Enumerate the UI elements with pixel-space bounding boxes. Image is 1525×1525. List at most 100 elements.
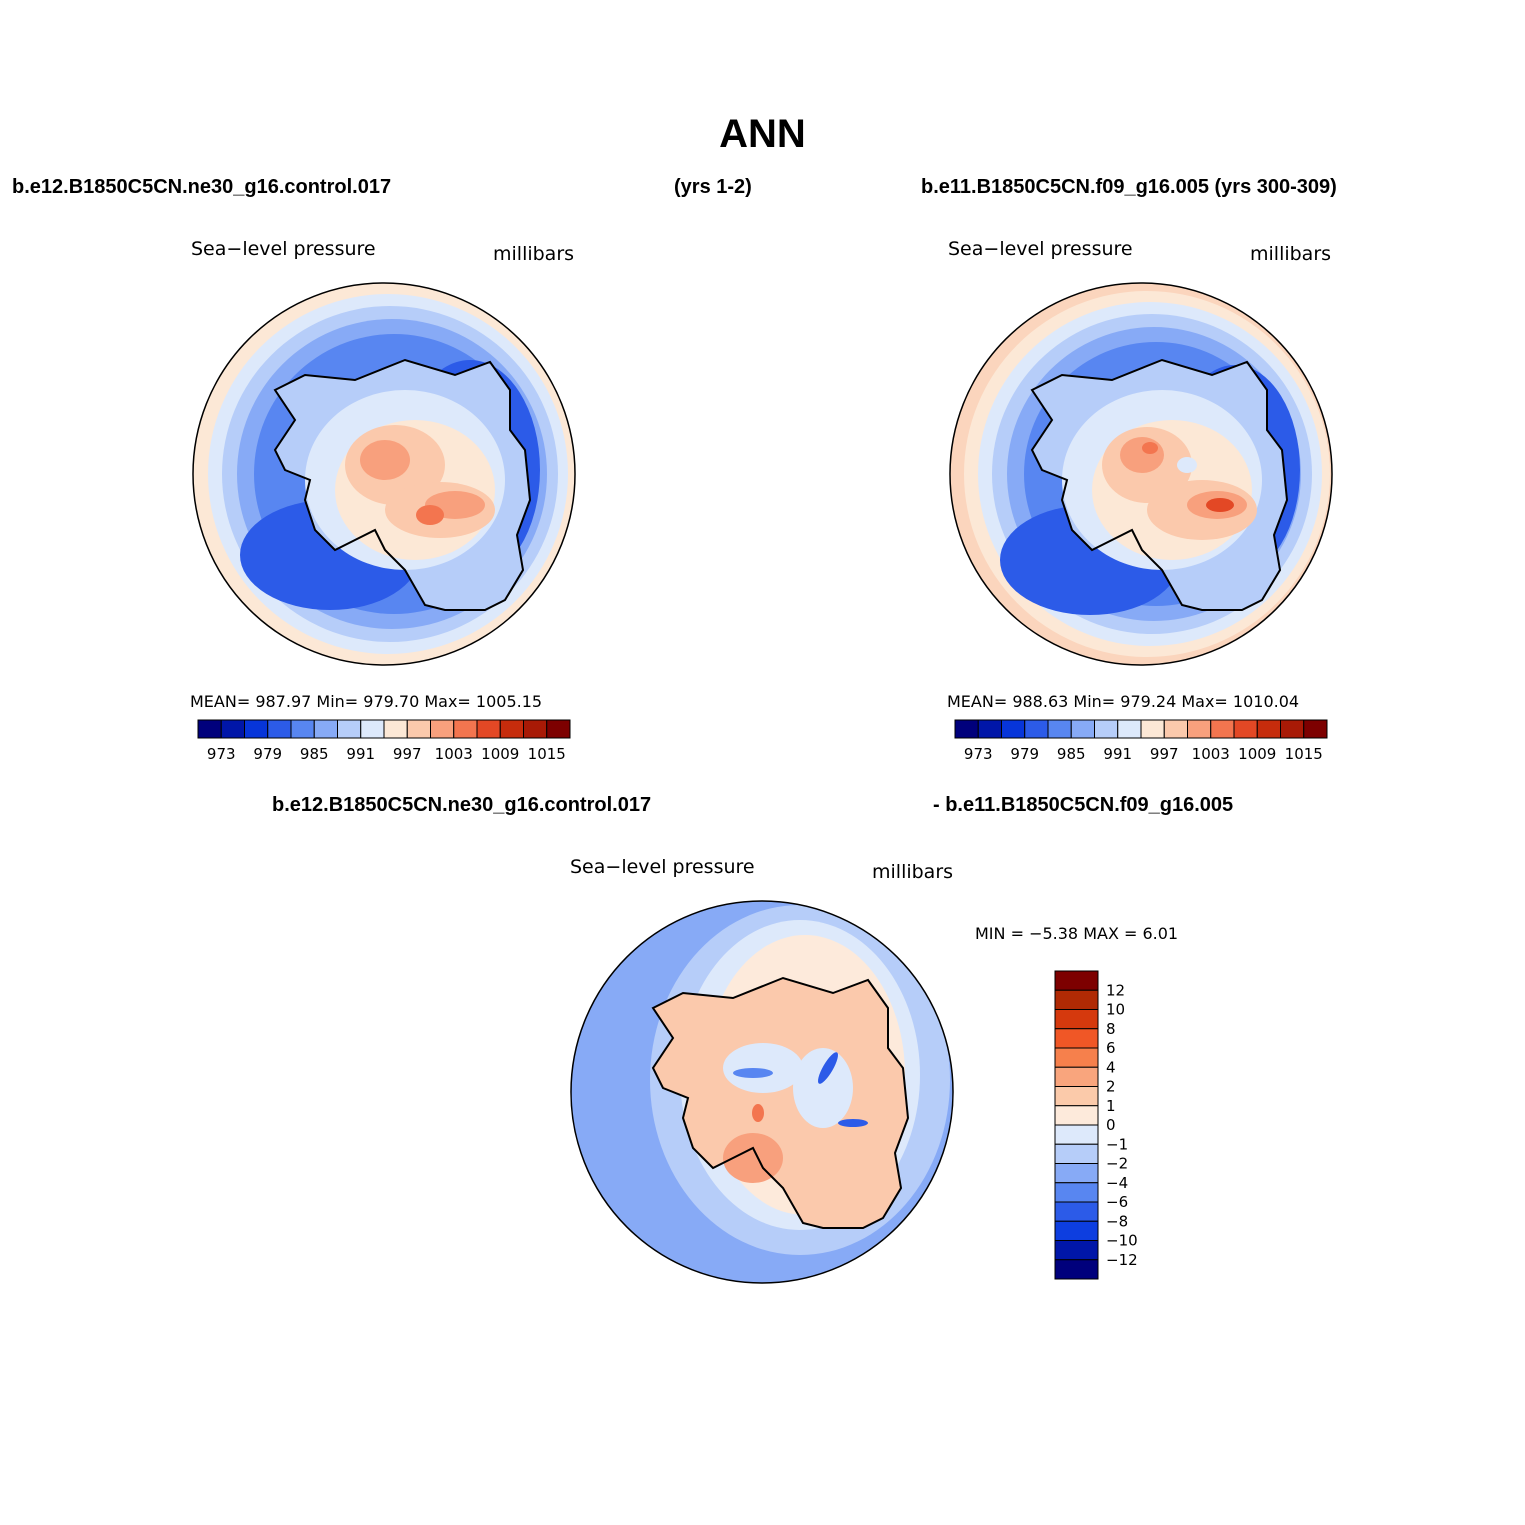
- colorbar-difference-swatch-9: [1054, 1143, 1099, 1164]
- colorbar-test-tick-label: 1003: [435, 745, 473, 763]
- colorbar-test-swatch-11: [453, 719, 478, 739]
- colorbar-difference-swatch-6: [1054, 1086, 1099, 1107]
- colorbar-difference-tick-label: 1: [1106, 1097, 1116, 1115]
- colorbar-test-swatch-8: [383, 719, 408, 739]
- map-test-border: [192, 282, 576, 666]
- panel-control-units: millibars: [1250, 243, 1332, 265]
- colorbar-control-swatch-8: [1140, 719, 1165, 739]
- colorbar-test-swatch-6: [337, 719, 362, 739]
- colorbar-control-swatch-15: [1303, 719, 1328, 739]
- colorbar-test-swatch-2: [244, 719, 269, 739]
- colorbar-difference-tick-label: 0: [1106, 1116, 1116, 1134]
- colorbar-control-tick-label: 973: [964, 745, 993, 763]
- colorbar-test-swatch-0: [197, 719, 222, 739]
- map-control: [950, 283, 1332, 665]
- colorbar-difference-swatch-12: [1054, 1201, 1099, 1222]
- colorbar-difference-tick-label: −2: [1106, 1155, 1128, 1173]
- colorbar-difference-tick-label: −10: [1106, 1232, 1138, 1250]
- map-difference-border: [570, 900, 954, 1284]
- map-control-border: [949, 282, 1333, 666]
- panel-test-stats: MEAN= 987.97 Min= 979.70 Max= 1005.15: [190, 692, 543, 711]
- colorbar-control-tick-label: 1009: [1238, 745, 1276, 763]
- colorbar-test-tick-label: 997: [393, 745, 422, 763]
- colorbar-difference-swatch-4: [1054, 1047, 1099, 1068]
- colorbar-control-tick-label: 1003: [1192, 745, 1230, 763]
- colorbar-control-tick-label: 985: [1057, 745, 1086, 763]
- colorbar-control-swatch-4: [1047, 719, 1072, 739]
- colorbar-control-swatch-9: [1163, 719, 1188, 739]
- map-diff-continent: [652, 977, 909, 1229]
- colorbar-test-swatch-3: [267, 719, 292, 739]
- colorbar-control-swatch-0: [954, 719, 979, 739]
- colorbar-difference-swatch-13: [1054, 1220, 1099, 1241]
- map-difference: [571, 901, 953, 1283]
- colorbar-control-swatch-12: [1233, 719, 1258, 739]
- colorbar-difference-tick-label: −1: [1106, 1135, 1128, 1153]
- colorbar-test-tick-label: 1009: [481, 745, 519, 763]
- map-control-continent: [1031, 359, 1288, 611]
- colorbar-difference-tick-label: −4: [1106, 1174, 1128, 1192]
- colorbar-difference-swatch-3: [1054, 1028, 1099, 1049]
- diff-case-b-title: - b.e11.B1850C5CN.f09_g16.005: [933, 794, 1234, 816]
- colorbar-difference-tick-label: 10: [1106, 1001, 1125, 1019]
- colorbar-difference-tick-label: 6: [1106, 1039, 1116, 1057]
- colorbar-difference-swatch-5: [1054, 1066, 1099, 1087]
- colorbar-control-swatch-13: [1256, 719, 1281, 739]
- colorbar-control-swatch-7: [1117, 719, 1142, 739]
- map-test: [193, 283, 575, 665]
- colorbar-control-tick-label: 997: [1150, 745, 1179, 763]
- colorbar-test-swatch-15: [546, 719, 571, 739]
- colorbar-control: 973 979 985 991 997 1003 1009 1015: [954, 719, 1328, 763]
- colorbar-control-swatch-1: [977, 719, 1002, 739]
- left-years-title: (yrs 1-2): [674, 176, 752, 198]
- colorbar-control-swatch-10: [1187, 719, 1212, 739]
- colorbar-difference-swatch-11: [1054, 1182, 1099, 1203]
- panel-diff-variable: Sea−level pressure: [570, 856, 755, 878]
- diff-case-a-title: b.e12.B1850C5CN.ne30_g16.control.017: [272, 794, 652, 816]
- colorbar-difference-tick-label: −6: [1106, 1193, 1128, 1211]
- colorbar-test-swatch-4: [290, 719, 315, 739]
- colorbar-difference-swatch-0: [1054, 970, 1099, 991]
- colorbar-test-swatch-13: [499, 719, 524, 739]
- panel-test-variable: Sea−level pressure: [191, 238, 376, 260]
- colorbar-difference-tick-label: −8: [1106, 1212, 1128, 1230]
- colorbar-control-tick-label: 991: [1103, 745, 1132, 763]
- colorbar-control-swatch-2: [1001, 719, 1026, 739]
- colorbar-difference-swatch-10: [1054, 1163, 1099, 1184]
- panel-test-units: millibars: [493, 243, 575, 265]
- colorbar-test-tick-label: 991: [346, 745, 375, 763]
- panel-control-variable: Sea−level pressure: [948, 238, 1133, 260]
- left-case-title: b.e12.B1850C5CN.ne30_g16.control.017: [12, 176, 392, 198]
- colorbar-difference-tick-label: 12: [1106, 981, 1125, 999]
- colorbar-difference-swatch-8: [1054, 1124, 1099, 1145]
- colorbar-test-swatch-10: [430, 719, 455, 739]
- colorbar-test-tick-label: 985: [300, 745, 329, 763]
- colorbar-difference-swatch-7: [1054, 1105, 1099, 1126]
- colorbar-difference-tick-label: −12: [1106, 1251, 1138, 1269]
- map-test-continent: [274, 359, 531, 611]
- main-title: ANN: [719, 112, 806, 156]
- colorbar-difference-swatch-15: [1054, 1259, 1099, 1280]
- colorbar-test-swatch-5: [313, 719, 338, 739]
- colorbar-difference-tick-label: 4: [1106, 1058, 1116, 1076]
- colorbar-control-tick-label: 979: [1010, 745, 1039, 763]
- colorbar-difference-swatch-1: [1054, 989, 1099, 1010]
- colorbar-difference-tick-label: 2: [1106, 1078, 1116, 1096]
- colorbar-difference-tick-label: 8: [1106, 1020, 1116, 1038]
- colorbar-control-swatch-5: [1070, 719, 1095, 739]
- colorbar-difference-swatch-14: [1054, 1240, 1099, 1261]
- colorbar-test-tick-label: 973: [207, 745, 236, 763]
- colorbar-control-swatch-3: [1024, 719, 1049, 739]
- panel-diff-stats: MIN = −5.38 MAX = 6.01: [975, 924, 1179, 943]
- right-case-title: b.e11.B1850C5CN.f09_g16.005 (yrs 300-309…: [921, 176, 1337, 198]
- colorbar-test-swatch-14: [523, 719, 548, 739]
- panel-control-stats: MEAN= 988.63 Min= 979.24 Max= 1010.04: [947, 692, 1300, 711]
- colorbar-control-swatch-11: [1210, 719, 1235, 739]
- panel-diff-units: millibars: [872, 861, 954, 883]
- colorbar-control-swatch-14: [1280, 719, 1305, 739]
- colorbar-test-tick-label: 1015: [528, 745, 566, 763]
- colorbar-test-swatch-7: [360, 719, 385, 739]
- colorbar-test: 973 979 985 991 997 1003 1009 1015: [197, 719, 571, 763]
